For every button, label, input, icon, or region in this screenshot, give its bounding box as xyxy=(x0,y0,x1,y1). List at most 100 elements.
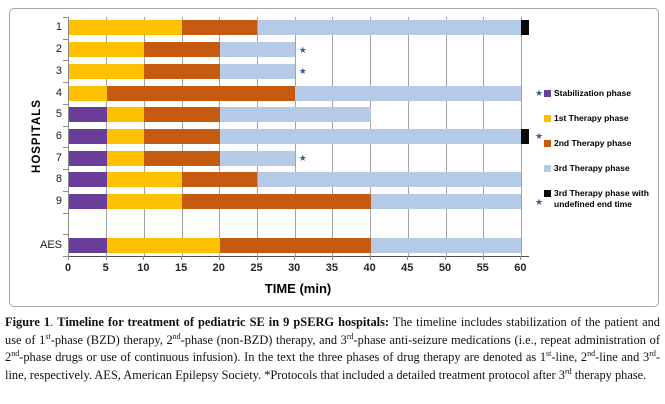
caption-text-segment: Figure 1 xyxy=(5,315,51,329)
x-tick-label: 0 xyxy=(64,262,72,274)
axis-tick xyxy=(407,256,409,260)
bar-segment xyxy=(295,85,522,101)
axis-tick xyxy=(68,256,69,260)
x-tick-label: 50 xyxy=(438,262,452,274)
bar-segment xyxy=(69,20,183,36)
axis-tick xyxy=(63,103,68,105)
bar-segment xyxy=(219,42,296,58)
x-tick-label: 45 xyxy=(401,262,414,274)
caption-text-segment: st xyxy=(546,349,552,359)
legend-item: Stabilization phase xyxy=(544,88,662,99)
star-icon: ★ xyxy=(298,66,307,77)
bar-segment xyxy=(69,194,107,210)
legend-swatch xyxy=(544,190,551,197)
axis-tick xyxy=(520,256,522,260)
y-category-label: 9 xyxy=(55,195,62,208)
axis-tick xyxy=(445,256,446,260)
y-category-label: 6 xyxy=(55,129,62,142)
y-category-label: 3 xyxy=(55,64,62,77)
bar-segment xyxy=(106,172,183,188)
bar-segment xyxy=(219,128,522,144)
legend-swatch xyxy=(544,140,551,147)
caption-text-segment: -phase (non-BZD) therapy, and 3 xyxy=(180,332,347,347)
bar-segment xyxy=(69,237,107,253)
caption-text-segment: -line, 2 xyxy=(551,350,588,365)
axis-tick xyxy=(63,125,68,127)
bar-segment xyxy=(106,128,145,144)
bar-segment xyxy=(521,128,529,144)
bar-segment xyxy=(69,128,107,144)
legend-swatch xyxy=(544,115,551,122)
bar-segment xyxy=(370,194,522,210)
figure-caption: Figure 1. Timeline for treatment of pedi… xyxy=(5,314,660,384)
bar-segment xyxy=(69,85,107,101)
caption-text-segment: st xyxy=(45,331,51,341)
bar-segment xyxy=(69,63,145,79)
caption-text-segment: The timeline includes stabilization of t… xyxy=(5,315,661,347)
bar-segment xyxy=(219,150,296,166)
legend-label: Stabilization phase xyxy=(554,88,631,98)
x-tick-label: 20 xyxy=(212,262,225,274)
bar-segment xyxy=(106,85,296,101)
chart-figure: ★ ★ ★ HOSPITALS TIME (min) Stabilization p… xyxy=(9,8,659,307)
bar-segment xyxy=(144,42,220,58)
legend-item: 3rd Therapy phase xyxy=(544,163,662,174)
axis-tick xyxy=(482,256,484,260)
legend-swatch xyxy=(544,90,551,97)
caption-text-segment: -line, respectively. AES, American Epile… xyxy=(5,350,660,382)
y-category-label: 2 xyxy=(55,43,62,56)
axis-tick xyxy=(294,256,296,260)
axis-tick xyxy=(63,60,68,62)
star-icon: ★ xyxy=(534,131,544,142)
bar-segment xyxy=(69,150,107,166)
bar-segment xyxy=(257,172,522,188)
legend-item: 1st Therapy phase xyxy=(544,113,662,124)
caption-text-segment: nd xyxy=(11,349,20,359)
x-axis-title: TIME (min) xyxy=(264,281,332,296)
star-icon: ★ xyxy=(534,196,544,207)
caption-text-segment: rd xyxy=(564,366,572,376)
caption-text-segment: rd xyxy=(649,349,656,359)
bar-segment xyxy=(182,20,258,36)
x-tick-label: 30 xyxy=(288,262,301,274)
bar-segment xyxy=(182,194,371,210)
axis-tick xyxy=(63,38,68,40)
axis-tick xyxy=(63,190,68,192)
legend-label: 3rd Therapy phase xyxy=(554,163,630,173)
bar-segment xyxy=(219,63,296,79)
bar-segment xyxy=(69,42,145,58)
x-tick-label: 10 xyxy=(137,262,150,274)
bar-segment xyxy=(219,107,371,123)
bar-segment xyxy=(106,194,183,210)
bar-segment xyxy=(106,150,145,166)
caption-text-segment: -phase drugs or use of continuous infusi… xyxy=(19,350,547,365)
y-category-label: 1 xyxy=(55,21,62,34)
x-tick-label: 60 xyxy=(514,262,527,274)
axis-tick xyxy=(63,82,68,84)
caption-text-segment: Timeline for treatment of pediatric SE i… xyxy=(57,315,390,329)
bar-segment xyxy=(69,172,107,188)
axis-tick xyxy=(331,256,333,260)
chart-legend: Stabilization phase 1st Therapy phase 2nd … xyxy=(544,88,662,224)
axis-tick xyxy=(63,255,68,257)
star-icon: ★ xyxy=(298,44,307,55)
bar-segment xyxy=(144,150,220,166)
axis-tick xyxy=(256,256,258,260)
bar-segment xyxy=(219,237,371,253)
axis-tick xyxy=(63,147,68,149)
caption-text-segment: -phase anti-seizure medications (i.e., r… xyxy=(5,332,660,365)
x-tick-label: 55 xyxy=(476,262,489,274)
x-tick-label: 15 xyxy=(174,262,188,274)
bar-segment xyxy=(144,107,220,123)
bar-segment xyxy=(106,107,145,123)
axis-tick xyxy=(181,256,183,260)
legend-label: 1st Therapy phase xyxy=(554,113,629,123)
caption-text-segment: . xyxy=(50,315,58,329)
x-tick-label: 35 xyxy=(325,262,339,274)
axis-tick xyxy=(369,256,371,260)
legend-item: 3rd Therapy phase with undefined end tim… xyxy=(544,188,662,210)
y-category-label: AES xyxy=(39,238,62,251)
bar-segment xyxy=(144,63,220,79)
x-tick-label: 40 xyxy=(363,262,376,274)
bar-segment xyxy=(69,107,107,123)
